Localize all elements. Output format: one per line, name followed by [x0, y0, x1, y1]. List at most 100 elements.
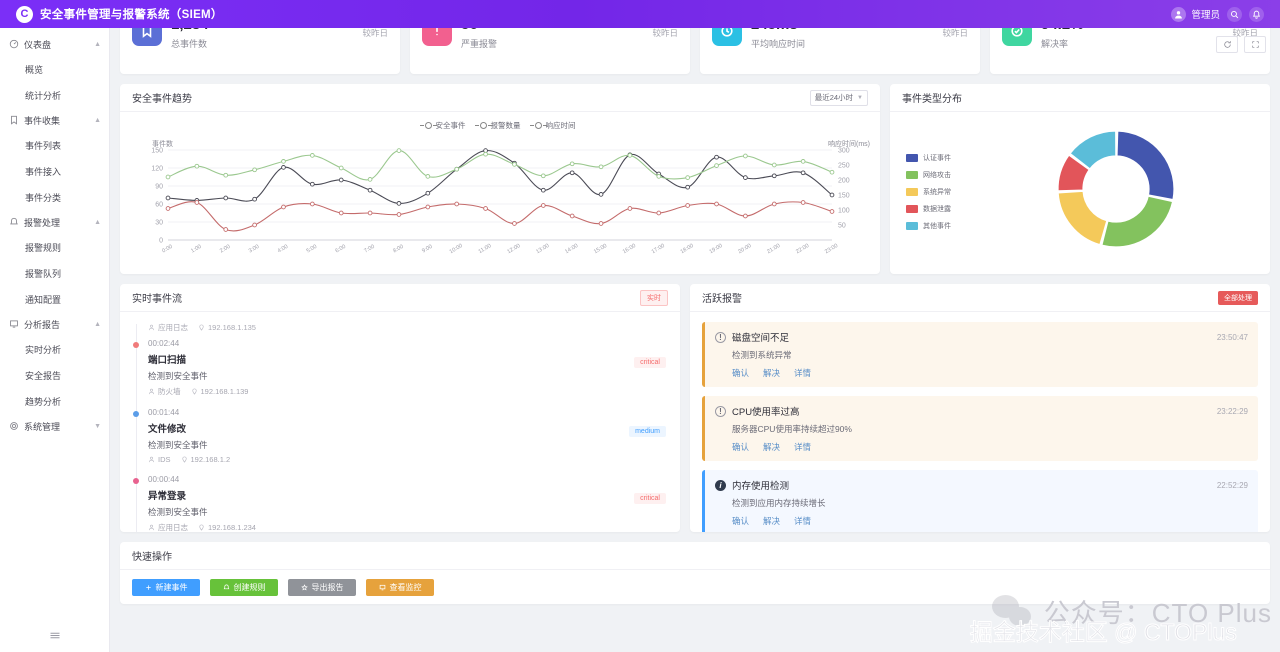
create-rule-button[interactable]: 创建规则	[210, 579, 278, 596]
sidebar-item-system[interactable]: 系统管理 ▼	[0, 414, 109, 438]
legend-item-response[interactable]: 响应时间	[529, 120, 576, 131]
pie-legend-item[interactable]: 数据泄露	[906, 204, 974, 214]
list-item[interactable]: 应用日志 192.168.1.135	[148, 322, 668, 339]
bell-icon[interactable]	[1249, 6, 1264, 22]
user-menu[interactable]: 管理员	[1171, 6, 1220, 22]
chevron-up-icon[interactable]: ▲	[94, 218, 101, 226]
sidebar-group-events: 事件收集 ▲ 事件列表 事件接入 事件分类	[0, 108, 109, 210]
sidebar-item-event-ingest[interactable]: 事件接入	[25, 166, 62, 177]
event-stream-list[interactable]: 应用日志 192.168.1.135 00	[120, 312, 680, 532]
sidebar-group-system: 系统管理 ▼	[0, 414, 109, 438]
sidebar: 仪表盘 ▲ 概览 统计分析 事件收集 ▲ 事件列表 事件接入 事件分类	[0, 28, 110, 652]
alert-confirm-button[interactable]: 确认	[732, 516, 750, 526]
alert-resolve-button[interactable]: 解决	[763, 516, 781, 526]
sidebar-item-alert-queue[interactable]: 报警队列	[25, 268, 62, 279]
status-badge: 实时	[640, 289, 668, 306]
pie-chart-header: 事件类型分布	[890, 84, 1270, 112]
sidebar-item-events[interactable]: 事件收集 ▲	[0, 108, 109, 132]
alerts-list[interactable]: ! 磁盘空间不足 23:50:47 检测到系统异常 确认 解决 详情	[690, 312, 1270, 532]
alert-item[interactable]: ! CPU使用率过高 23:22:29 服务器CPU使用率持续超过90% 确认 …	[702, 396, 1258, 461]
alert-detail-button[interactable]: 详情	[794, 442, 812, 452]
stat-value: 94.2%	[1041, 28, 1084, 32]
alert-item[interactable]: i 内存使用检测 22:52:29 检测到应用内存持续增长 确认 解决 详情	[702, 470, 1258, 532]
svg-text:10:00: 10:00	[449, 243, 464, 255]
sidebar-item-event-category[interactable]: 事件分类	[25, 192, 62, 203]
chevron-up-icon[interactable]: ▲	[94, 320, 101, 328]
legend-label: 认证事件	[923, 155, 951, 162]
severity-badge: critical	[634, 493, 666, 504]
sidebar-item-notify-config[interactable]: 通知配置	[25, 294, 62, 305]
refresh-icon[interactable]	[1216, 36, 1238, 53]
legend-label: 安全事件	[435, 121, 466, 130]
export-report-button[interactable]: 导出报告	[288, 579, 356, 596]
handle-all-button[interactable]: 全部处理	[1218, 290, 1258, 305]
stat-card-total-events[interactable]: 1,234 总事件数 较昨日	[120, 28, 400, 74]
stat-compare: 较昨日	[652, 28, 678, 38]
sidebar-item-alert-rules[interactable]: 报警规则	[25, 242, 62, 253]
chevron-up-icon[interactable]: ▲	[94, 40, 101, 48]
sidebar-item-reports[interactable]: 分析报告 ▲	[0, 312, 109, 336]
panel-title: 实时事件流	[132, 294, 182, 305]
severity-dot	[133, 478, 139, 484]
sidebar-item-event-list[interactable]: 事件列表	[25, 140, 62, 151]
alert-detail-button[interactable]: 详情	[794, 516, 812, 526]
sidebar-item-overview[interactable]: 概览	[25, 64, 44, 75]
event-ip: 192.168.1.139	[191, 386, 248, 397]
alert-desc: 服务器CPU使用率持续超过90%	[732, 424, 852, 434]
search-icon[interactable]	[1227, 6, 1242, 22]
time-range-select[interactable]: 最近24小时 ▼	[809, 89, 868, 106]
list-item[interactable]: 00:02:44 端口扫描 检测到安全事件 防火墙	[133, 339, 668, 408]
pie-legend-item[interactable]: 网络攻击	[906, 170, 974, 180]
chevron-up-icon[interactable]: ▲	[94, 116, 101, 124]
legend-item-alarms[interactable]: 报警数量	[474, 120, 521, 131]
sidebar-item-alerts[interactable]: 报警处理 ▲	[0, 210, 109, 234]
view-monitor-button[interactable]: 查看监控	[366, 579, 434, 596]
chevron-down-icon: ▼	[857, 94, 863, 101]
event-time: 00:00:44	[148, 475, 180, 484]
svg-text:16:00: 16:00	[622, 243, 637, 255]
alert-resolve-button[interactable]: 解决	[763, 368, 781, 378]
sidebar-label: 事件收集	[24, 115, 61, 126]
sidebar-item-realtime-analysis[interactable]: 实时分析	[25, 344, 62, 355]
list-item[interactable]: 00:00:44 异常登录 检测到安全事件 应用日志	[133, 475, 668, 532]
legend-label: 系统异常	[923, 189, 951, 196]
svg-text:12:00: 12:00	[506, 243, 521, 255]
alert-confirm-button[interactable]: 确认	[732, 368, 750, 378]
svg-text:200: 200	[838, 178, 850, 185]
alert-confirm-button[interactable]: 确认	[732, 442, 750, 452]
fullscreen-icon[interactable]	[1244, 36, 1266, 53]
sidebar-collapse-toggle[interactable]	[0, 626, 110, 644]
chevron-down-icon[interactable]: ▼	[94, 422, 101, 430]
alert-resolve-button[interactable]: 解决	[763, 442, 781, 452]
svg-text:21:00: 21:00	[766, 243, 781, 255]
star-icon	[300, 584, 308, 591]
sidebar-group-alerts: 报警处理 ▲ 报警规则 报警队列 通知配置	[0, 210, 109, 312]
report-icon	[9, 319, 19, 329]
alert-item[interactable]: ! 磁盘空间不足 23:50:47 检测到系统异常 确认 解决 详情	[702, 322, 1258, 387]
event-time: 00:01:44	[148, 408, 180, 417]
clock-icon	[712, 28, 742, 46]
event-title: 异常登录	[148, 491, 187, 502]
sidebar-item-security-report[interactable]: 安全报告	[25, 370, 62, 381]
stat-card-avg-response[interactable]: 245ms 平均响应时间 较昨日	[700, 28, 980, 74]
legend-swatch	[906, 171, 918, 179]
gear-icon	[9, 421, 19, 431]
pie-legend-item[interactable]: 其他事件	[906, 221, 974, 231]
sidebar-item-trend-analysis[interactable]: 趋势分析	[25, 396, 62, 407]
pie-legend-item[interactable]: 系统异常	[906, 187, 974, 197]
stat-card-critical-alerts[interactable]: 56 严重报警 较昨日	[410, 28, 690, 74]
list-item[interactable]: 00:01:44 文件修改 检测到安全事件 IDS	[133, 408, 668, 475]
alert-actions: 确认 解决 详情	[732, 367, 1248, 379]
main-content: 1,234 总事件数 较昨日 56 严重报警 较昨日	[110, 28, 1280, 652]
legend-marker	[529, 122, 547, 129]
bell-icon	[9, 217, 19, 227]
legend-item-events[interactable]: 安全事件	[419, 120, 466, 131]
sidebar-item-statistics[interactable]: 统计分析	[25, 90, 62, 101]
button-label: 查看监控	[389, 583, 422, 592]
alert-icon	[422, 28, 452, 46]
create-event-button[interactable]: 新建事件	[132, 579, 200, 596]
sidebar-item-dashboard[interactable]: 仪表盘 ▲	[0, 32, 109, 56]
pie-legend-item[interactable]: 认证事件	[906, 153, 974, 163]
trend-chart-legend: 安全事件 报警数量 响应时间	[120, 120, 880, 131]
alert-detail-button[interactable]: 详情	[794, 368, 812, 378]
